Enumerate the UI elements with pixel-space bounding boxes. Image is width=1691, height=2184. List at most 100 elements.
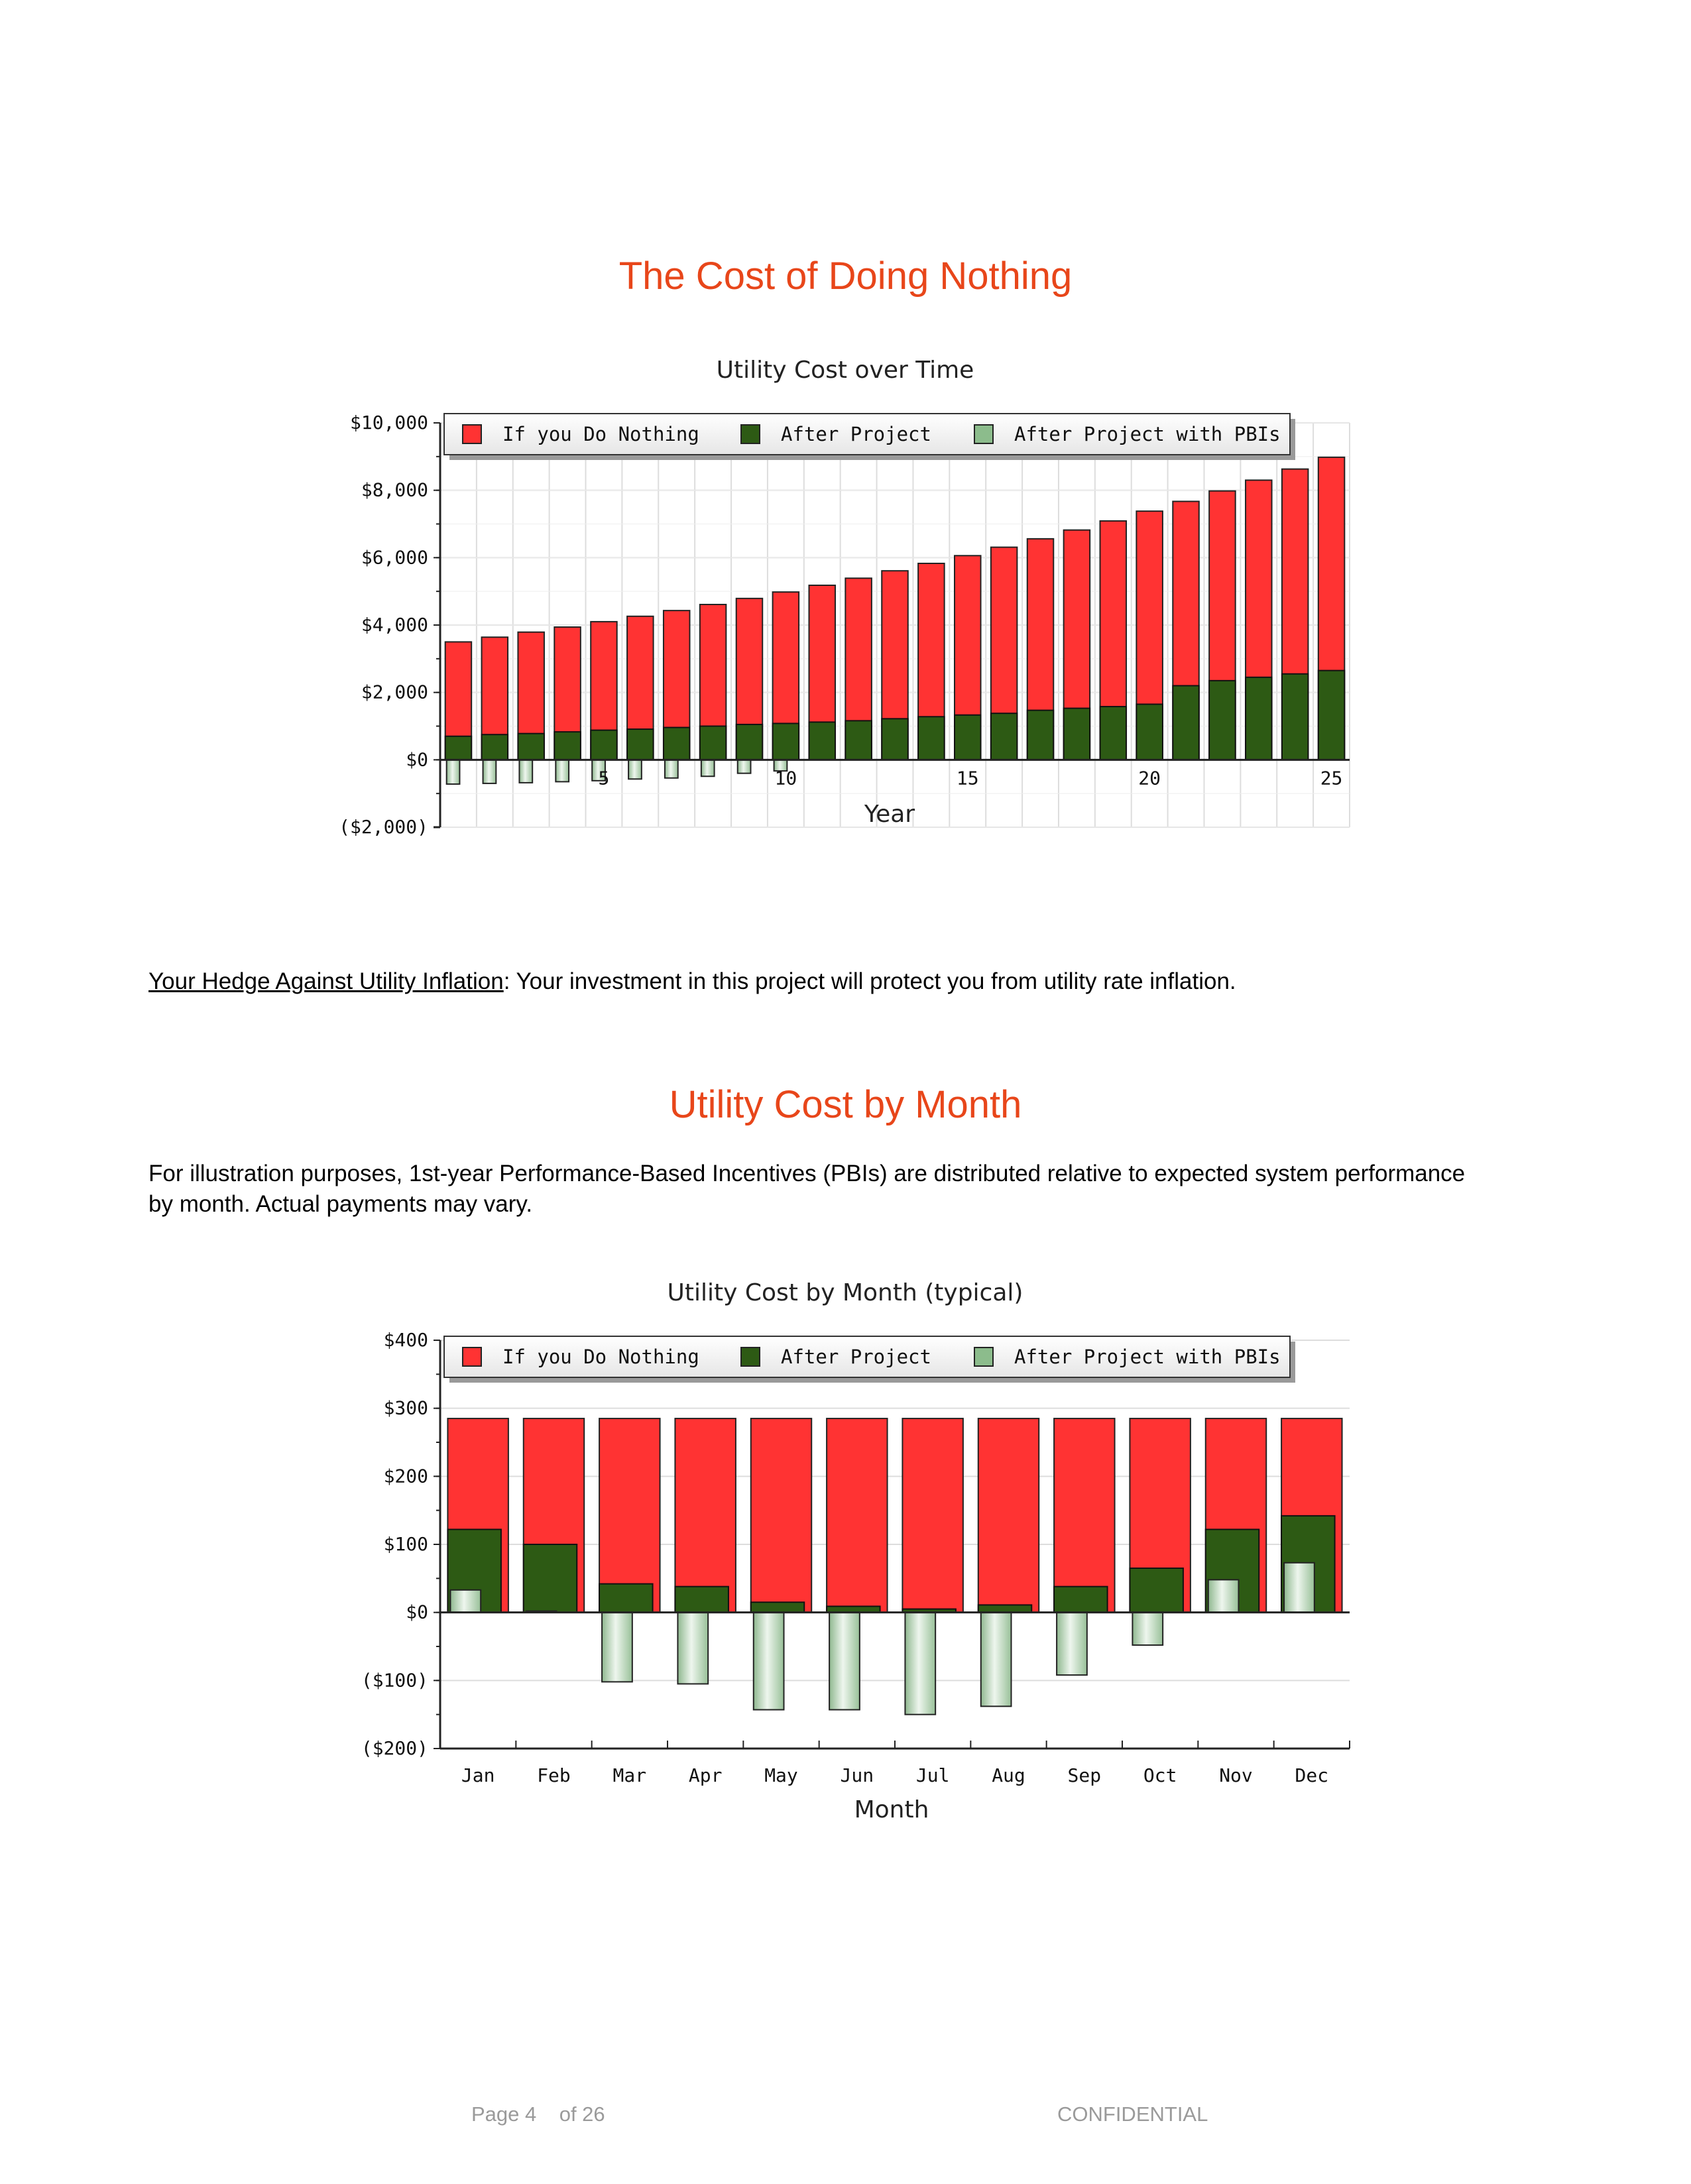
legend-label: After Project with PBIs <box>1014 423 1281 445</box>
chart-title: Utility Cost over Time <box>717 357 974 384</box>
legend-swatch <box>740 1347 760 1367</box>
x-tick-label: Jan <box>461 1764 495 1786</box>
legend-box <box>443 413 1291 455</box>
bar-after-project <box>554 731 581 761</box>
bar-after-project <box>772 722 800 761</box>
x-tick-label: Feb <box>537 1764 571 1786</box>
bar-after-project <box>1026 709 1055 761</box>
x-tick-label: Nov <box>1219 1764 1253 1786</box>
bar-after-project <box>1208 679 1236 761</box>
bar-after-project <box>599 1583 654 1613</box>
y-tick-label: $200 <box>384 1465 428 1487</box>
bar-after-project <box>1129 1567 1184 1613</box>
bar-do-nothing <box>750 1418 813 1613</box>
x-tick-label: May <box>764 1764 798 1786</box>
legend: If you Do Nothing After Project After Proj… <box>443 413 1295 460</box>
hedge-text: : Your investment in this project will p… <box>503 968 1236 994</box>
y-tick-label: $0 <box>406 1601 428 1623</box>
bar-after-project <box>1136 703 1163 761</box>
bar-after-project <box>1053 1585 1108 1613</box>
x-tick-label: Mar <box>613 1764 647 1786</box>
legend-swatch <box>974 424 994 444</box>
legend: If you Do Nothing After Project After Proj… <box>443 1336 1295 1383</box>
x-tick-label: 15 <box>957 767 979 789</box>
y-tick-label: ($2,000) <box>339 816 428 838</box>
legend-label: If you Do Nothing <box>502 1346 699 1368</box>
bar-after-project <box>954 714 982 761</box>
bar-after-project-pbi <box>555 759 570 783</box>
bar-after-project <box>517 732 545 761</box>
bar-after-project <box>522 1544 578 1613</box>
bar-after-project-pbi <box>445 759 461 785</box>
y-tick-label: $10,000 <box>350 412 428 433</box>
bar-after-project <box>977 1604 1033 1613</box>
x-axis-title: Month <box>854 1796 929 1823</box>
bar-after-project-pbi <box>677 1611 709 1685</box>
legend-label: After Project with PBIs <box>1014 1346 1281 1368</box>
y-tick-label: $6,000 <box>361 546 428 568</box>
utility-cost-over-time-chart: Utility Cost over Time $10,000 $8,000 $6,00… <box>339 357 1350 838</box>
legend-box <box>443 1336 1291 1378</box>
y-tick-label: $4,000 <box>361 614 428 636</box>
bar-after-project-pbi <box>1056 1611 1088 1676</box>
bar-after-project <box>1317 669 1346 761</box>
utility-cost-by-month-chart: Utility Cost by Month (typical) $400 $300 $… <box>361 1279 1350 1823</box>
bar-after-project <box>1063 707 1091 761</box>
bar-after-project-pbi <box>736 759 752 774</box>
x-axis-title: Year <box>864 801 915 828</box>
bar-do-nothing <box>674 1418 736 1613</box>
bar-after-project-pbi <box>904 1611 937 1715</box>
y-tick-label: $8,000 <box>361 479 428 501</box>
x-tick-label: Jul <box>916 1764 950 1786</box>
bar-after-project-pbi <box>829 1611 860 1711</box>
legend-swatch <box>740 424 760 444</box>
bar-after-project <box>881 718 909 761</box>
bar-after-project <box>735 723 764 761</box>
footer-page-total: of 26 <box>559 2102 605 2126</box>
bar-after-project <box>845 720 872 761</box>
legend-label: After Project <box>781 423 931 445</box>
x-tick-label: Sep <box>1068 1764 1102 1786</box>
y-tick-label: $100 <box>384 1533 428 1555</box>
bar-after-project <box>444 735 473 761</box>
section-title-cost-of-nothing: The Cost of Doing Nothing <box>618 255 1073 298</box>
footer-page: Page 4 of 26 <box>471 2102 605 2126</box>
bar-after-project-pbi <box>628 759 642 780</box>
x-tick-label: 5 <box>599 767 610 789</box>
x-tick-label: Dec <box>1295 1764 1329 1786</box>
pbi-paragraph: For illustration purposes, 1st-year Perf… <box>148 1161 1466 1217</box>
y-tick-label: $2,000 <box>361 681 428 703</box>
bar-after-project <box>808 721 836 761</box>
bar-after-project <box>626 728 654 761</box>
bar-do-nothing <box>902 1418 964 1613</box>
legend-swatch <box>462 424 482 444</box>
bar-after-project <box>590 729 618 761</box>
bar-after-project <box>1099 706 1128 761</box>
bar-after-project-pbi <box>482 759 497 784</box>
bar-after-project-pbi <box>601 1611 633 1683</box>
bar-do-nothing <box>977 1418 1040 1613</box>
bar-after-project-pbi <box>518 759 534 783</box>
x-tick-label: Jun <box>841 1764 874 1786</box>
bar-after-project <box>699 725 727 761</box>
y-tick-label: ($200) <box>361 1737 428 1759</box>
bar-after-project <box>1245 676 1273 761</box>
x-tick-label: 10 <box>775 767 797 789</box>
hedge-label: Your Hedge Against Utility Inflation <box>148 968 504 994</box>
bar-do-nothing <box>599 1418 661 1613</box>
x-tick-label: 25 <box>1320 767 1343 789</box>
bar-after-project-pbi <box>664 759 679 779</box>
legend-label: If you Do Nothing <box>502 423 699 445</box>
legend-label: After Project <box>781 1346 931 1368</box>
legend-swatch <box>974 1347 994 1367</box>
bar-after-project-pbi <box>980 1611 1012 1707</box>
bar-after-project <box>1172 685 1200 761</box>
bar-after-project <box>990 713 1018 761</box>
y-tick-label: $300 <box>384 1397 428 1419</box>
x-tick-label: Aug <box>992 1764 1025 1786</box>
bar-after-project-pbi <box>1207 1579 1240 1613</box>
legend-swatch <box>462 1347 482 1367</box>
bar-after-project <box>1281 673 1309 761</box>
hedge-paragraph: Your Hedge Against Utility Inflation: Yo… <box>148 966 1554 997</box>
bar-do-nothing <box>1053 1418 1116 1613</box>
